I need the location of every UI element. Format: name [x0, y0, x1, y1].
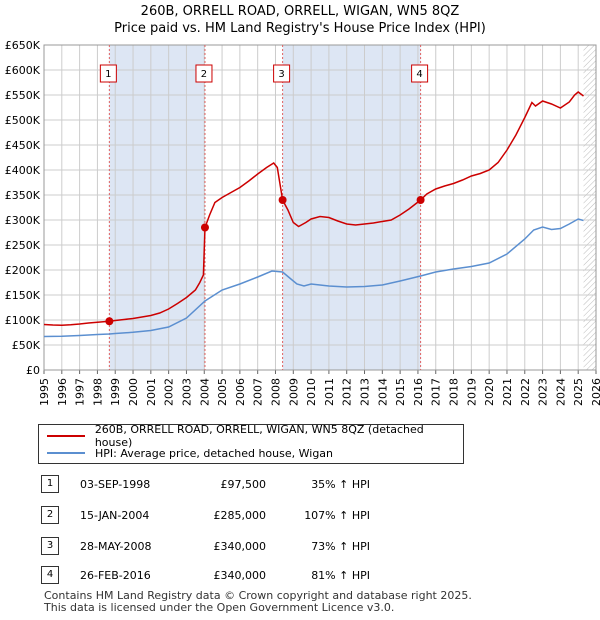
x-tick-label: 2016	[412, 378, 425, 406]
sale-marker-box	[273, 64, 291, 83]
y-tick-label: £300K	[5, 214, 41, 227]
y-tick-label: £350K	[5, 189, 41, 202]
sale-point	[105, 317, 114, 326]
x-tick-label: 2023	[537, 378, 550, 406]
legend-item-hpi: HPI: Average price, detached house, Wiga…	[39, 445, 333, 461]
x-tick-label: 2012	[341, 378, 354, 406]
sale-price: £340,000	[213, 569, 267, 582]
sale-row: 4 26-FEB-2016 £340,000 81% ↑ HPI	[0, 566, 600, 588]
y-tick-label: £250K	[5, 239, 41, 252]
legend-label-hpi: HPI: Average price, detached house, Wiga…	[95, 446, 334, 460]
sale-point	[278, 196, 287, 204]
x-tick-label: 2009	[287, 378, 300, 406]
x-tick-label: 2020	[483, 378, 496, 406]
x-tick-label: 1998	[91, 378, 104, 406]
legend-item-property: 260B, ORRELL ROAD, ORRELL, WIGAN, WN5 8Q…	[39, 423, 463, 449]
x-tick-label: 2013	[359, 378, 372, 406]
hpi-line	[43, 218, 584, 338]
legend-label-property: 260B, ORRELL ROAD, ORRELL, WIGAN, WN5 8Q…	[94, 423, 424, 449]
x-tick-label: 2024	[554, 378, 567, 406]
x-tick-label: 2005	[216, 378, 229, 406]
sale-period-band	[282, 45, 421, 370]
y-tick-label: £0	[26, 364, 40, 377]
sale-hpi-change: 81% ↑ HPI	[311, 569, 370, 582]
footer-copyright: Contains HM Land Registry data © Crown c…	[44, 589, 472, 602]
sale-marker-label: 1	[105, 69, 111, 80]
y-tick-label: £550K	[5, 89, 41, 102]
y-tick-label: £50K	[12, 339, 41, 352]
x-tick-label: 2015	[394, 378, 407, 406]
sale-row: 1 03-SEP-1998 £97,500 35% ↑ HPI	[0, 475, 600, 497]
x-tick-label: 2001	[145, 378, 158, 406]
x-tick-label: 2006	[234, 378, 247, 406]
x-tick-label: 2007	[252, 378, 265, 406]
x-tick-label: 2026	[590, 378, 600, 406]
sale-date: 28-MAY-2008	[80, 540, 152, 553]
legend-swatch-property	[47, 435, 85, 437]
y-tick-label: £100K	[5, 314, 41, 327]
x-tick-label: 1996	[56, 378, 69, 406]
sale-point	[200, 223, 209, 232]
sale-marker-label: 4	[416, 69, 422, 80]
sale-number: 1	[41, 475, 59, 493]
property-price-line	[43, 91, 584, 327]
sale-number: 2	[41, 506, 59, 524]
chart-subtitle: Price paid vs. HM Land Registry's House …	[114, 21, 486, 36]
y-tick-label: £150K	[5, 289, 41, 302]
y-tick-label: £450K	[5, 139, 41, 152]
x-tick-label: 1995	[38, 378, 51, 406]
x-tick-label: 2021	[501, 378, 514, 406]
legend: 260B, ORRELL ROAD, ORRELL, WIGAN, WN5 8Q…	[38, 423, 464, 464]
legend-swatch-hpi	[47, 452, 85, 454]
x-tick-label: 2025	[572, 378, 585, 406]
x-tick-label: 2017	[430, 378, 443, 406]
x-tick-label: 2003	[180, 378, 193, 406]
y-tick-label: £400K	[5, 164, 41, 177]
x-tick-label: 2019	[465, 378, 478, 406]
x-tick-label: 1997	[74, 378, 87, 406]
x-tick-label: 2004	[198, 378, 211, 406]
sale-number: 4	[41, 566, 59, 584]
x-tick-label: 2022	[519, 378, 532, 406]
sale-date: 26-FEB-2016	[80, 569, 151, 582]
x-tick-label: 2018	[448, 378, 461, 406]
y-tick-label: £500K	[5, 114, 41, 127]
x-tick-label: 2008	[269, 378, 282, 406]
y-tick-label: £200K	[5, 264, 41, 277]
forecast-hatch	[583, 45, 596, 370]
price-chart: 1 2 3 4 £0 £50K £100K £150K £200K £250K £300K £350…	[5, 39, 600, 406]
sale-hpi-change: 35% ↑ HPI	[311, 478, 370, 491]
sale-row: 2 15-JAN-2004 £285,000 107% ↑ HPI	[0, 506, 600, 528]
sale-price: £340,000	[213, 540, 267, 553]
y-tick-label: £600K	[5, 64, 41, 77]
x-tick-label: 2010	[305, 378, 318, 406]
x-tick-label: 2002	[163, 378, 176, 406]
sale-row: 3 28-MAY-2008 £340,000 73% ↑ HPI	[0, 537, 600, 559]
sale-period-band	[109, 45, 205, 370]
chart-title: 260B, ORRELL ROAD, ORRELL, WIGAN, WN5 8Q…	[140, 4, 460, 19]
sale-hpi-change: 107% ↑ HPI	[304, 509, 370, 522]
sale-date: 03-SEP-1998	[80, 478, 151, 491]
x-tick-label: 1999	[109, 378, 122, 406]
footer-licence: This data is licensed under the Open Gov…	[44, 601, 395, 614]
sale-hpi-change: 73% ↑ HPI	[311, 540, 370, 553]
sale-marker-label: 3	[278, 69, 284, 80]
sale-marker-box	[99, 64, 117, 83]
x-tick-label: 2014	[376, 378, 389, 406]
plot-frame	[43, 44, 597, 371]
sale-marker-label: 2	[201, 69, 207, 80]
x-tick-label: 2011	[323, 378, 336, 406]
footer: Contains HM Land Registry data © Crown c…	[44, 590, 472, 614]
sale-marker-box	[195, 64, 213, 83]
sale-point	[416, 196, 425, 204]
sale-number: 3	[41, 537, 59, 555]
sale-marker-box	[411, 64, 429, 83]
sale-date: 15-JAN-2004	[80, 509, 150, 522]
sale-price: £97,500	[220, 478, 267, 491]
x-tick-label: 2000	[127, 378, 140, 406]
y-tick-label: £650K	[5, 39, 41, 52]
sale-price: £285,000	[213, 509, 267, 522]
